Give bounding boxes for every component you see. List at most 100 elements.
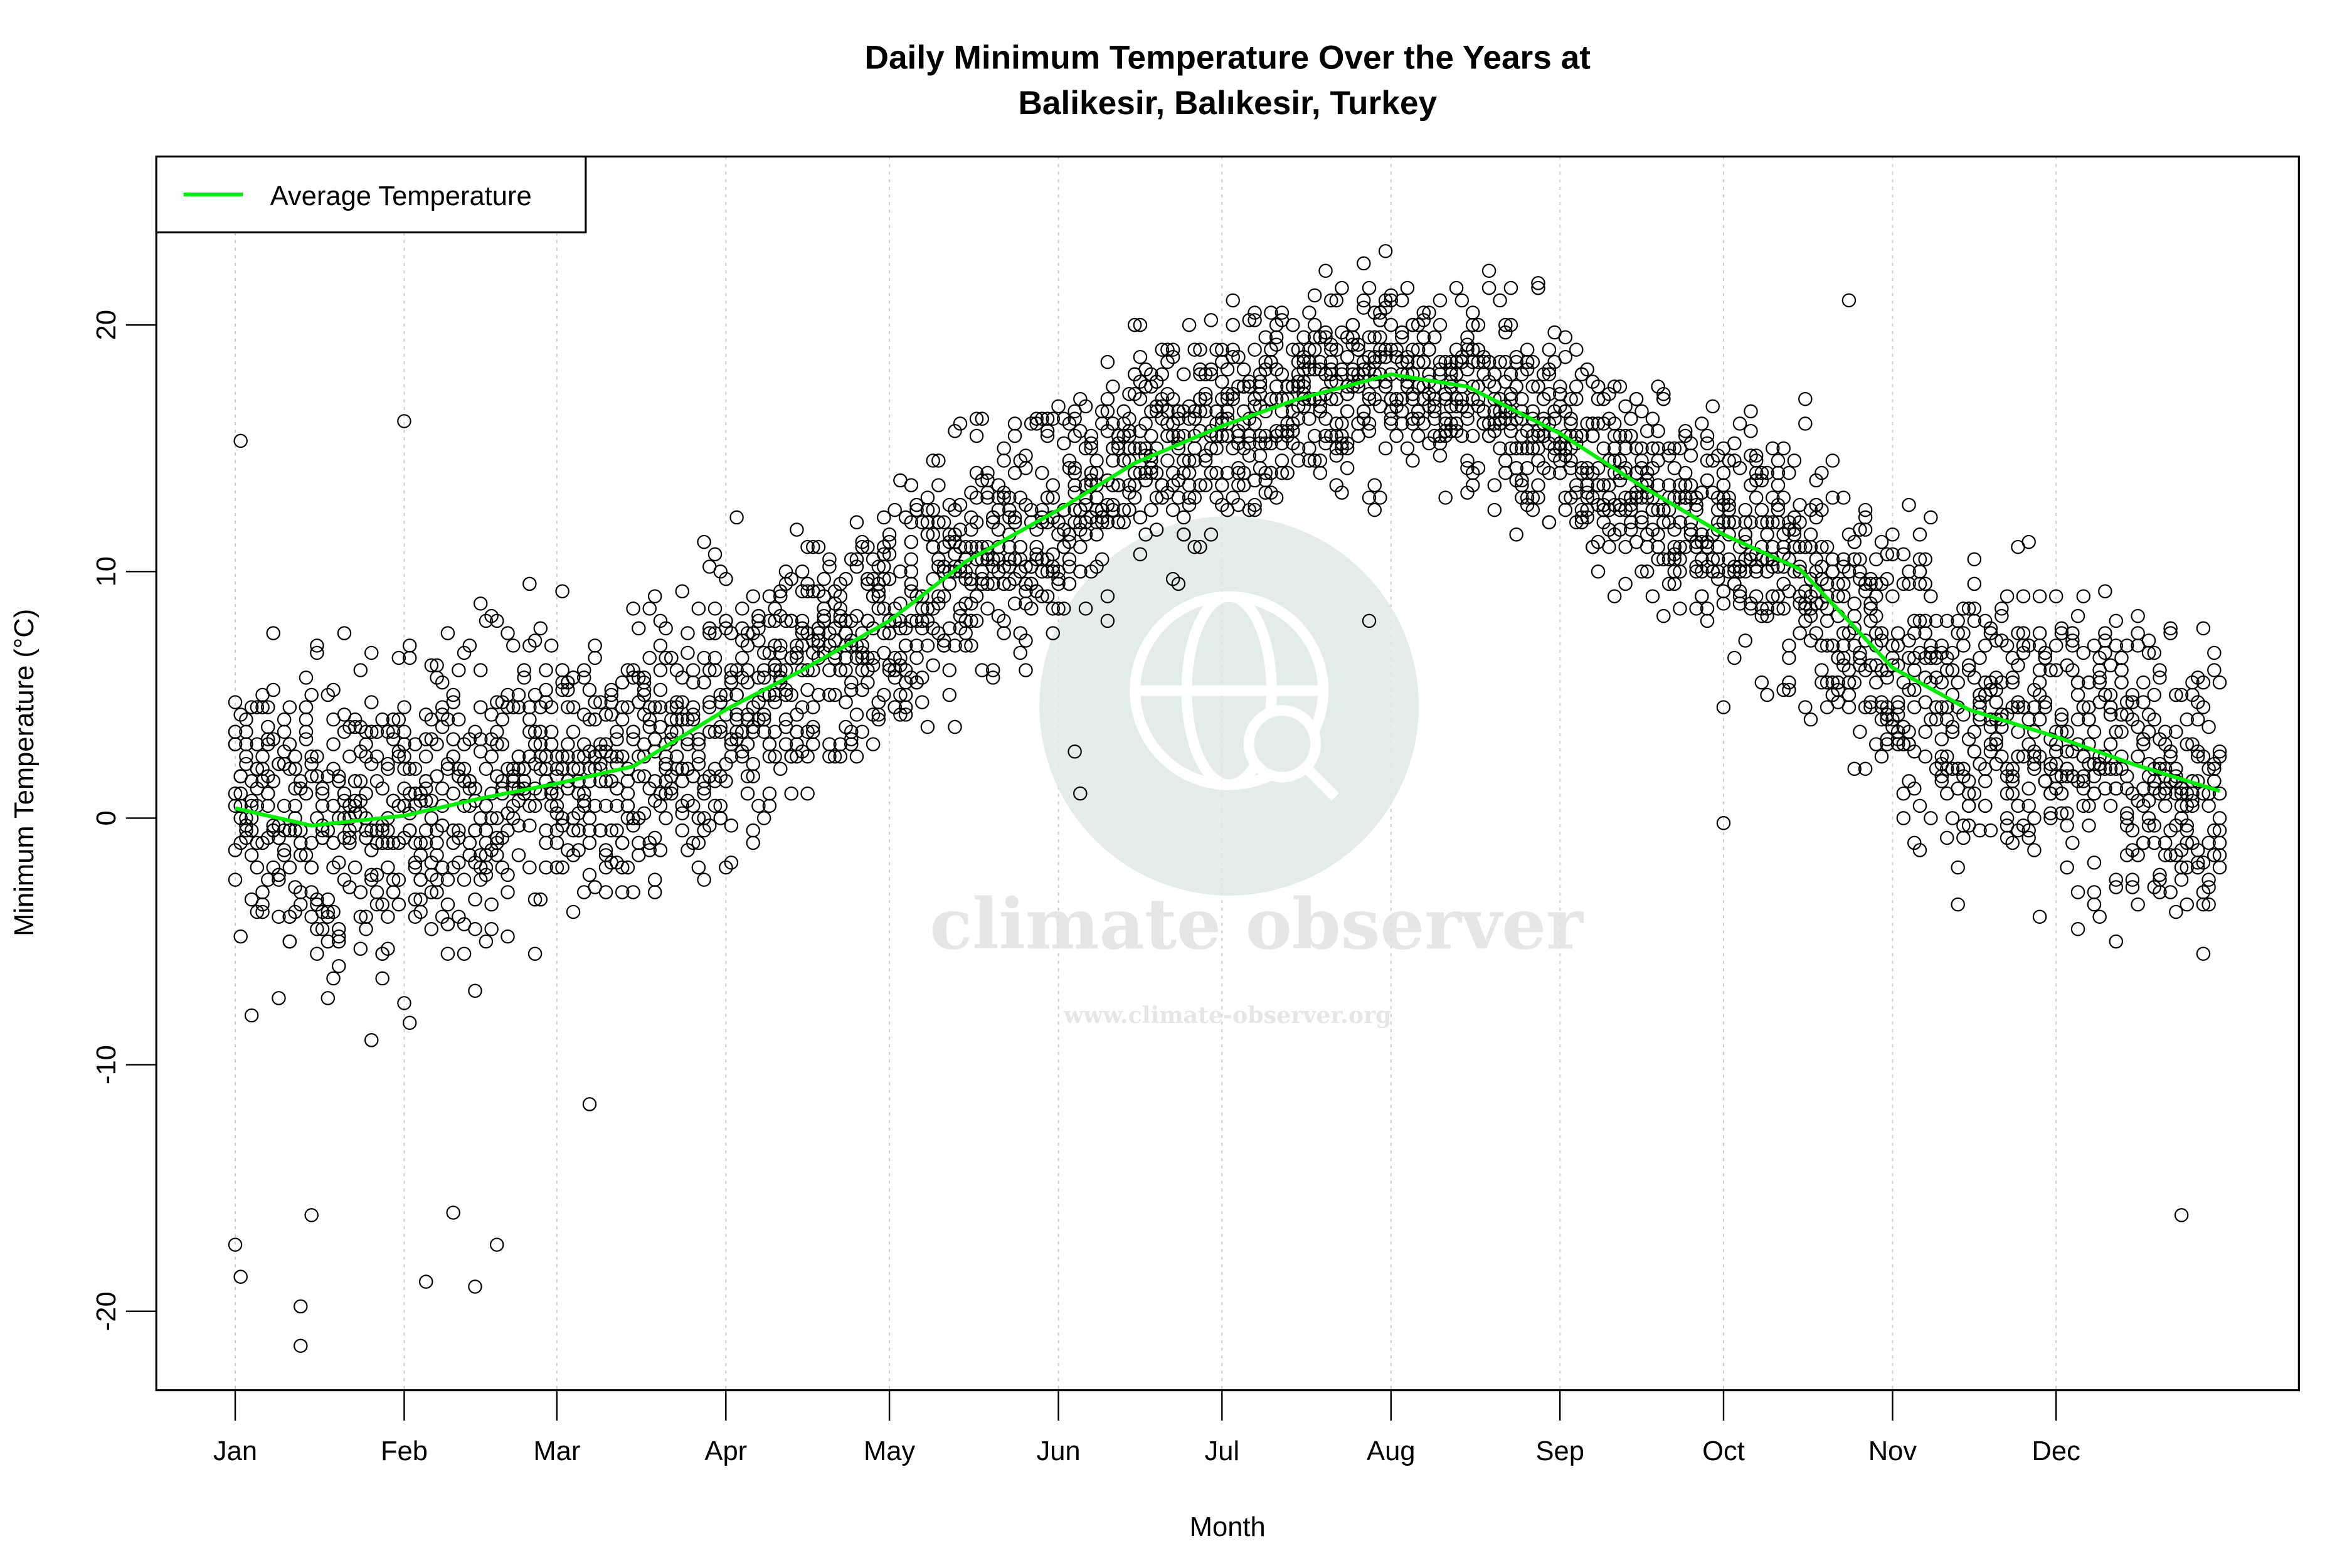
data-point	[1667, 547, 1682, 561]
data-point	[1760, 515, 1774, 529]
data-point	[1940, 613, 1954, 628]
data-point	[1329, 478, 1343, 492]
data-point	[920, 515, 935, 529]
data-point	[681, 793, 695, 808]
data-point	[1754, 465, 1769, 480]
data-point	[495, 737, 510, 751]
data-point	[1847, 761, 1862, 776]
data-point	[1983, 626, 1998, 640]
data-point	[1340, 461, 1355, 475]
outlier-point	[233, 433, 248, 448]
data-point	[1586, 465, 1600, 480]
data-point	[1645, 411, 1660, 426]
data-point	[1007, 510, 1022, 525]
data-point	[1209, 490, 1224, 505]
data-point	[381, 756, 395, 771]
data-point	[2131, 848, 2145, 862]
data-point	[1918, 724, 1932, 739]
data-point	[2038, 650, 2053, 665]
data-point	[2212, 744, 2227, 759]
data-point	[1373, 342, 1387, 357]
data-point	[1487, 478, 1502, 492]
data-point	[1394, 330, 1409, 344]
data-point	[2021, 712, 2036, 727]
data-point	[1493, 354, 1507, 369]
data-point	[1689, 559, 1703, 574]
data-point	[1695, 534, 1709, 549]
data-point	[827, 596, 842, 611]
data-point	[1912, 613, 1927, 628]
data-point	[1586, 416, 1600, 431]
data-point	[2163, 621, 2178, 636]
data-point	[1634, 490, 1649, 505]
data-point	[697, 786, 711, 801]
data-point	[1520, 441, 1535, 456]
data-point	[1749, 589, 1764, 603]
data-point	[1945, 645, 1960, 660]
data-point	[1749, 448, 1764, 463]
data-point	[1700, 473, 1715, 488]
data-point	[1411, 317, 1426, 332]
data-point	[849, 515, 864, 529]
data-point	[2000, 769, 2015, 783]
data-point	[457, 872, 472, 887]
data-point	[272, 872, 286, 887]
data-point	[457, 946, 472, 961]
data-point	[991, 608, 1006, 623]
data-point	[1547, 448, 1562, 463]
data-point	[1193, 404, 1207, 419]
data-point	[1776, 601, 1791, 616]
data-point	[2076, 798, 2091, 813]
data-point	[1133, 317, 1148, 332]
data-point	[598, 885, 613, 899]
data-point	[1803, 571, 1818, 586]
data-point	[632, 811, 646, 825]
data-point	[2027, 756, 2042, 771]
data-point	[1525, 428, 1540, 443]
data-point	[746, 756, 760, 771]
data-point	[1515, 441, 1529, 456]
data-point	[647, 885, 662, 899]
data-point	[359, 823, 373, 838]
data-point	[1929, 613, 1944, 628]
data-point	[1007, 515, 1022, 529]
data-point	[1296, 379, 1311, 394]
data-point	[418, 707, 433, 722]
data-point	[369, 724, 384, 739]
data-point	[1062, 416, 1077, 431]
data-point	[490, 613, 504, 628]
data-point	[566, 724, 581, 739]
data-point	[877, 539, 891, 554]
data-point	[1051, 399, 1066, 414]
data-point	[1357, 293, 1371, 308]
data-point	[719, 756, 733, 771]
data-point	[931, 589, 946, 603]
data-point	[1357, 404, 1371, 419]
data-point	[288, 798, 302, 813]
data-point	[2103, 707, 2118, 722]
data-point	[1558, 404, 1573, 419]
data-point	[1902, 774, 1916, 788]
data-point	[659, 811, 673, 825]
data-point	[822, 559, 837, 574]
data-point	[1465, 428, 1480, 443]
data-point	[877, 510, 891, 525]
data-point	[1324, 293, 1338, 308]
data-point	[2109, 934, 2124, 949]
data-point	[294, 835, 308, 850]
data-point	[2048, 589, 2063, 603]
data-point	[914, 589, 930, 603]
data-point	[1569, 342, 1584, 357]
data-point	[839, 695, 853, 709]
data-point	[997, 490, 1011, 505]
data-point	[1340, 436, 1355, 451]
data-point	[331, 856, 346, 870]
data-point	[1133, 391, 1148, 406]
data-point	[2207, 823, 2222, 838]
data-point	[2070, 608, 2085, 623]
data-point	[746, 823, 760, 838]
data-point	[549, 835, 564, 850]
data-point	[1046, 490, 1061, 505]
data-point	[2087, 724, 2102, 739]
data-point	[1749, 564, 1764, 579]
